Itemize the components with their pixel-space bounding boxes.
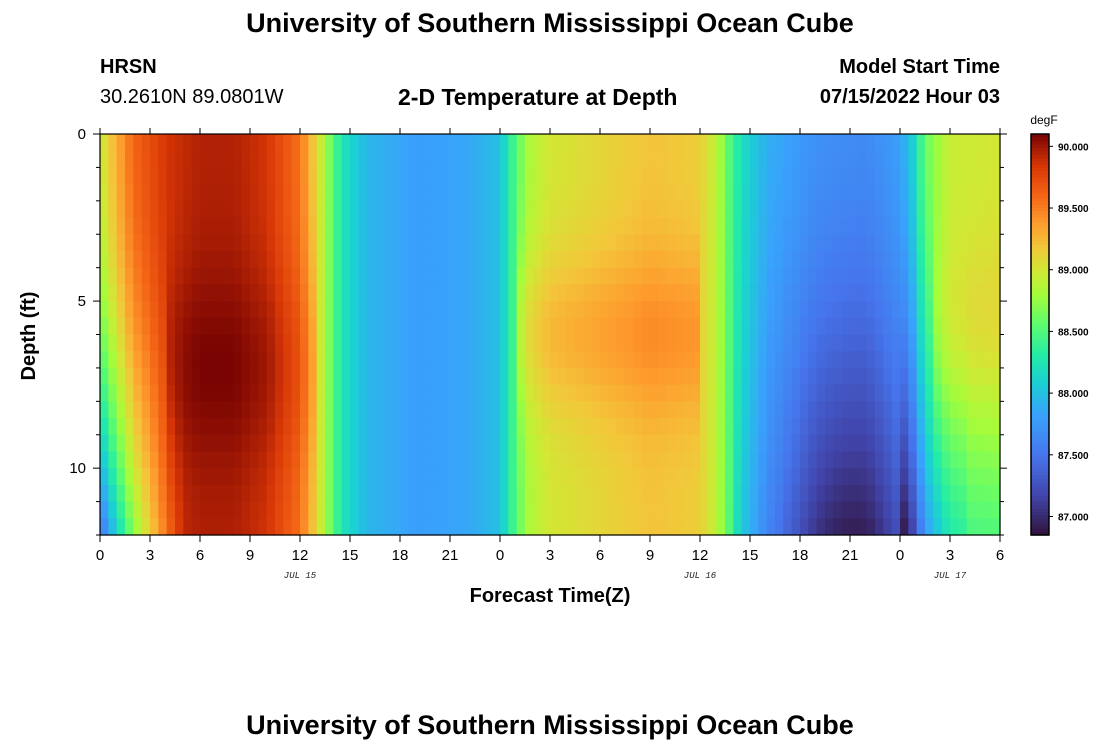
x-axis-label: Forecast Time(Z)	[469, 585, 631, 607]
x-tick-label: 18	[792, 547, 809, 564]
colorbar-tick-label: 87.500	[1058, 451, 1089, 462]
x-tick-label: 15	[742, 547, 759, 564]
y-tick-label: 10	[69, 460, 86, 477]
chart-title-top: University of Southern Mississippi Ocean…	[246, 8, 854, 38]
date-label: JUL 17	[934, 571, 967, 581]
x-tick-label: 18	[392, 547, 409, 564]
x-tick-label: 6	[196, 547, 204, 564]
x-tick-label: 9	[246, 547, 254, 564]
x-tick-label: 0	[96, 547, 104, 564]
colorbar-unit: degF	[1030, 113, 1057, 127]
date-label: JUL 16	[684, 571, 717, 581]
x-tick-label: 9	[646, 547, 654, 564]
x-tick-label: 6	[996, 547, 1004, 564]
station-name: HRSN	[100, 56, 157, 78]
heatmap-cells	[100, 134, 1001, 536]
x-tick-label: 15	[342, 547, 359, 564]
colorbar-tick-label: 87.000	[1058, 512, 1089, 523]
x-tick-label: 6	[596, 547, 604, 564]
x-tick-label: 21	[842, 547, 859, 564]
y-tick-label: 0	[78, 126, 86, 143]
x-tick-label: 12	[692, 547, 709, 564]
colorbar-tick-label: 88.000	[1058, 389, 1089, 400]
x-tick-label: 3	[146, 547, 154, 564]
y-axis-label: Depth (ft)	[18, 291, 40, 381]
x-tick-label: 0	[896, 547, 904, 564]
x-tick-label: 3	[546, 547, 554, 564]
date-label: JUL 15	[284, 571, 317, 581]
colorbar-gradient	[1031, 134, 1049, 536]
colorbar-tick-label: 90.000	[1058, 142, 1089, 153]
colorbar-tick-label: 89.000	[1058, 266, 1089, 277]
y-tick-label: 5	[78, 293, 86, 310]
station-coordinates: 30.2610N 89.0801W	[100, 86, 284, 108]
x-tick-label: 3	[946, 547, 954, 564]
x-tick-label: 0	[496, 547, 504, 564]
chart-title-bottom: University of Southern Mississippi Ocean…	[246, 710, 854, 740]
colorbar-frame	[1030, 133, 1050, 536]
x-tick-label: 12	[292, 547, 309, 564]
colorbar-tick-label: 88.500	[1058, 327, 1089, 338]
model-start-time: 07/15/2022 Hour 03	[819, 86, 1000, 108]
x-tick-label: 21	[442, 547, 459, 564]
colorbar-tick-label: 89.500	[1058, 204, 1089, 215]
chart-subtitle: 2-D Temperature at Depth	[398, 84, 678, 110]
model-start-label: Model Start Time	[839, 56, 1000, 78]
